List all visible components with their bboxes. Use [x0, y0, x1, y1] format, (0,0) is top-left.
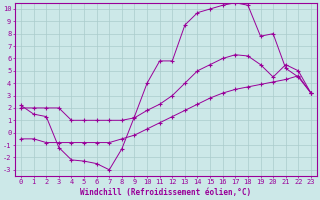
X-axis label: Windchill (Refroidissement éolien,°C): Windchill (Refroidissement éolien,°C) [80, 188, 252, 197]
